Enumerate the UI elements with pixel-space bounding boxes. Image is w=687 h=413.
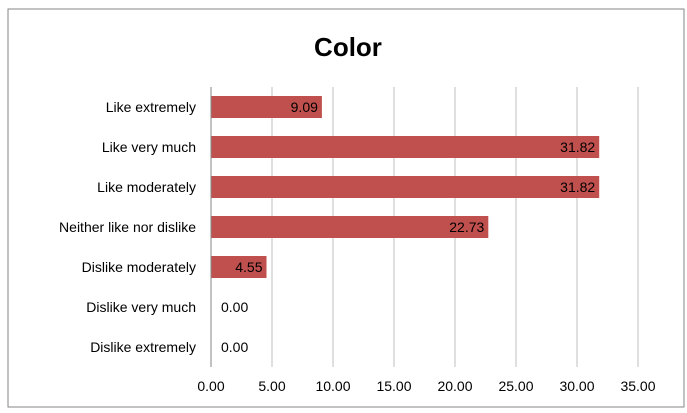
x-tick-label: 30.00 bbox=[559, 378, 594, 394]
bar bbox=[211, 96, 322, 118]
category-label: Dislike moderately bbox=[82, 259, 196, 275]
bar bbox=[211, 176, 600, 198]
x-tick-label: 10.00 bbox=[315, 378, 350, 394]
data-label: 31.82 bbox=[560, 139, 595, 155]
x-tick-label: 25.00 bbox=[498, 378, 533, 394]
data-label: 4.55 bbox=[235, 259, 262, 275]
data-label: 9.09 bbox=[291, 99, 318, 115]
x-tick-label: 35.00 bbox=[620, 378, 655, 394]
category-label: Like moderately bbox=[97, 179, 196, 195]
category-label: Dislike very much bbox=[86, 299, 196, 315]
bars bbox=[211, 96, 600, 278]
chart-title: Color bbox=[314, 32, 382, 62]
x-tick-label: 15.00 bbox=[376, 378, 411, 394]
category-label: Neither like nor dislike bbox=[59, 219, 196, 235]
x-tick-label: 20.00 bbox=[437, 378, 472, 394]
category-label: Like extremely bbox=[106, 99, 196, 115]
data-label: 0.00 bbox=[221, 299, 248, 315]
category-label: Dislike extremely bbox=[90, 339, 196, 355]
category-label: Like very much bbox=[102, 139, 196, 155]
gridlines bbox=[271, 87, 639, 367]
x-tick-label: 5.00 bbox=[258, 378, 285, 394]
labels: 0.00 5.00 10.00 15.00 20.00 25.00 30.00 35.00 9.… bbox=[59, 99, 656, 394]
chart-border bbox=[7, 8, 685, 408]
data-label: 31.82 bbox=[560, 179, 595, 195]
bar bbox=[211, 216, 489, 238]
x-tick-label: 0.00 bbox=[197, 378, 224, 394]
bar bbox=[211, 136, 600, 158]
data-label: 0.00 bbox=[221, 339, 248, 355]
bar bbox=[211, 256, 267, 278]
data-label: 22.73 bbox=[449, 219, 484, 235]
